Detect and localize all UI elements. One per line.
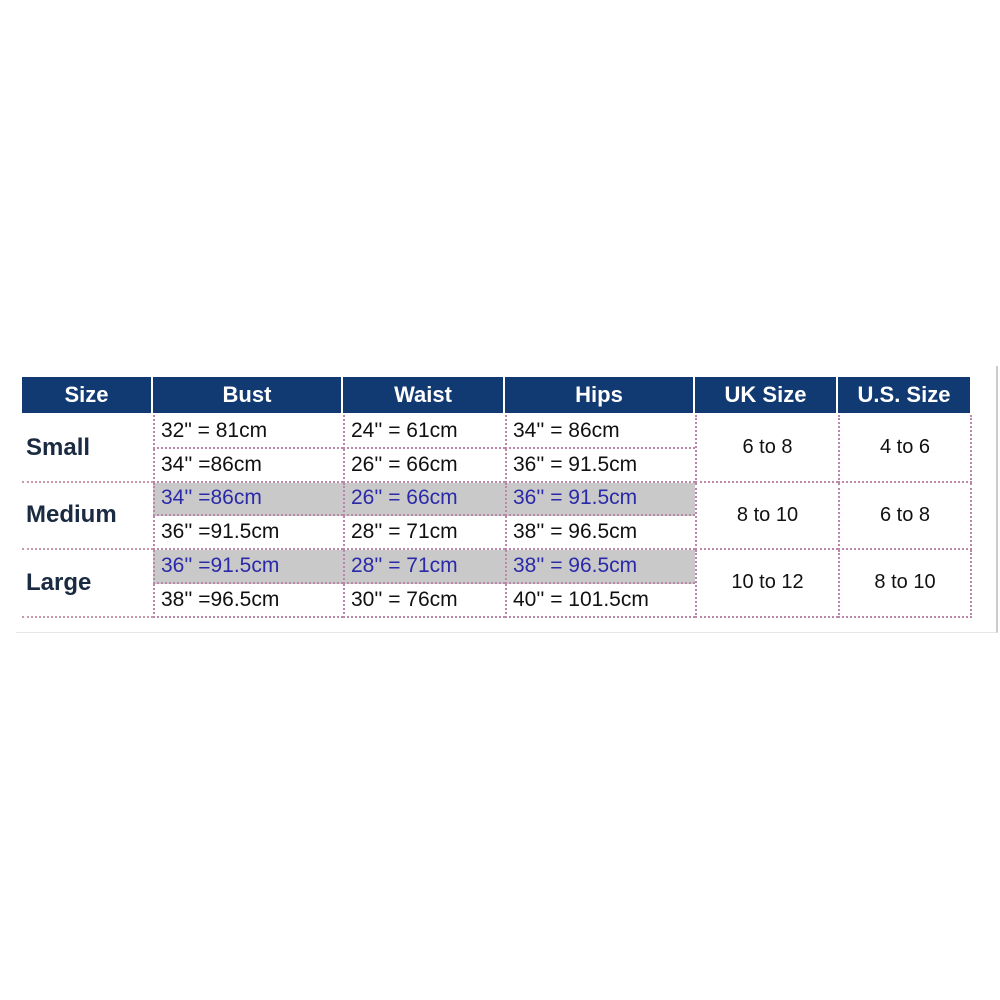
measure-cell: 26'' = 66cm <box>343 482 505 517</box>
us-size: 8 to 10 <box>838 550 972 618</box>
header-cell: U.S. Size <box>838 377 972 413</box>
measure-cell: 32" = 81cm <box>153 415 343 449</box>
frame <box>16 366 998 633</box>
header-cell: Bust <box>153 377 343 413</box>
measure-cell: 34'' =86cm <box>153 448 343 483</box>
measure-cell: 38'' = 96.5cm <box>505 550 695 584</box>
header-cell: Waist <box>343 377 505 413</box>
header-cell: UK Size <box>695 377 838 413</box>
us-size: 6 to 8 <box>838 482 972 550</box>
measure-cell: 28'' = 71cm <box>343 550 505 584</box>
size-label: Medium <box>22 483 153 550</box>
measure-cell: 40'' = 101.5cm <box>505 583 695 618</box>
measure-cell: 24'' = 61cm <box>343 415 505 449</box>
measure-cell: 34'' = 86cm <box>505 415 695 449</box>
measure-cell: 38'' =96.5cm <box>153 583 343 618</box>
header-cell: Hips <box>505 377 695 413</box>
size-label: Large <box>22 550 153 618</box>
uk-size: 10 to 12 <box>695 550 838 618</box>
measure-cell: 26'' = 66cm <box>343 448 505 483</box>
measure-cell: 38'' = 96.5cm <box>505 516 695 550</box>
us-size: 4 to 6 <box>838 415 972 483</box>
measure-cell: 36'' = 91.5cm <box>505 448 695 483</box>
measure-cell: 30'' = 76cm <box>343 583 505 618</box>
measure-cell: 36'' =91.5cm <box>153 516 343 550</box>
uk-size: 6 to 8 <box>695 415 838 483</box>
measure-cell: 36'' = 91.5cm <box>505 482 695 517</box>
header-cell: Size <box>22 377 153 413</box>
size-label: Small <box>22 415 153 483</box>
measure-cell: 36'' =91.5cm <box>153 550 343 584</box>
uk-size: 8 to 10 <box>695 482 838 550</box>
measure-cell: 28'' = 71cm <box>343 516 505 550</box>
measure-cell: 34'' =86cm <box>153 482 343 517</box>
